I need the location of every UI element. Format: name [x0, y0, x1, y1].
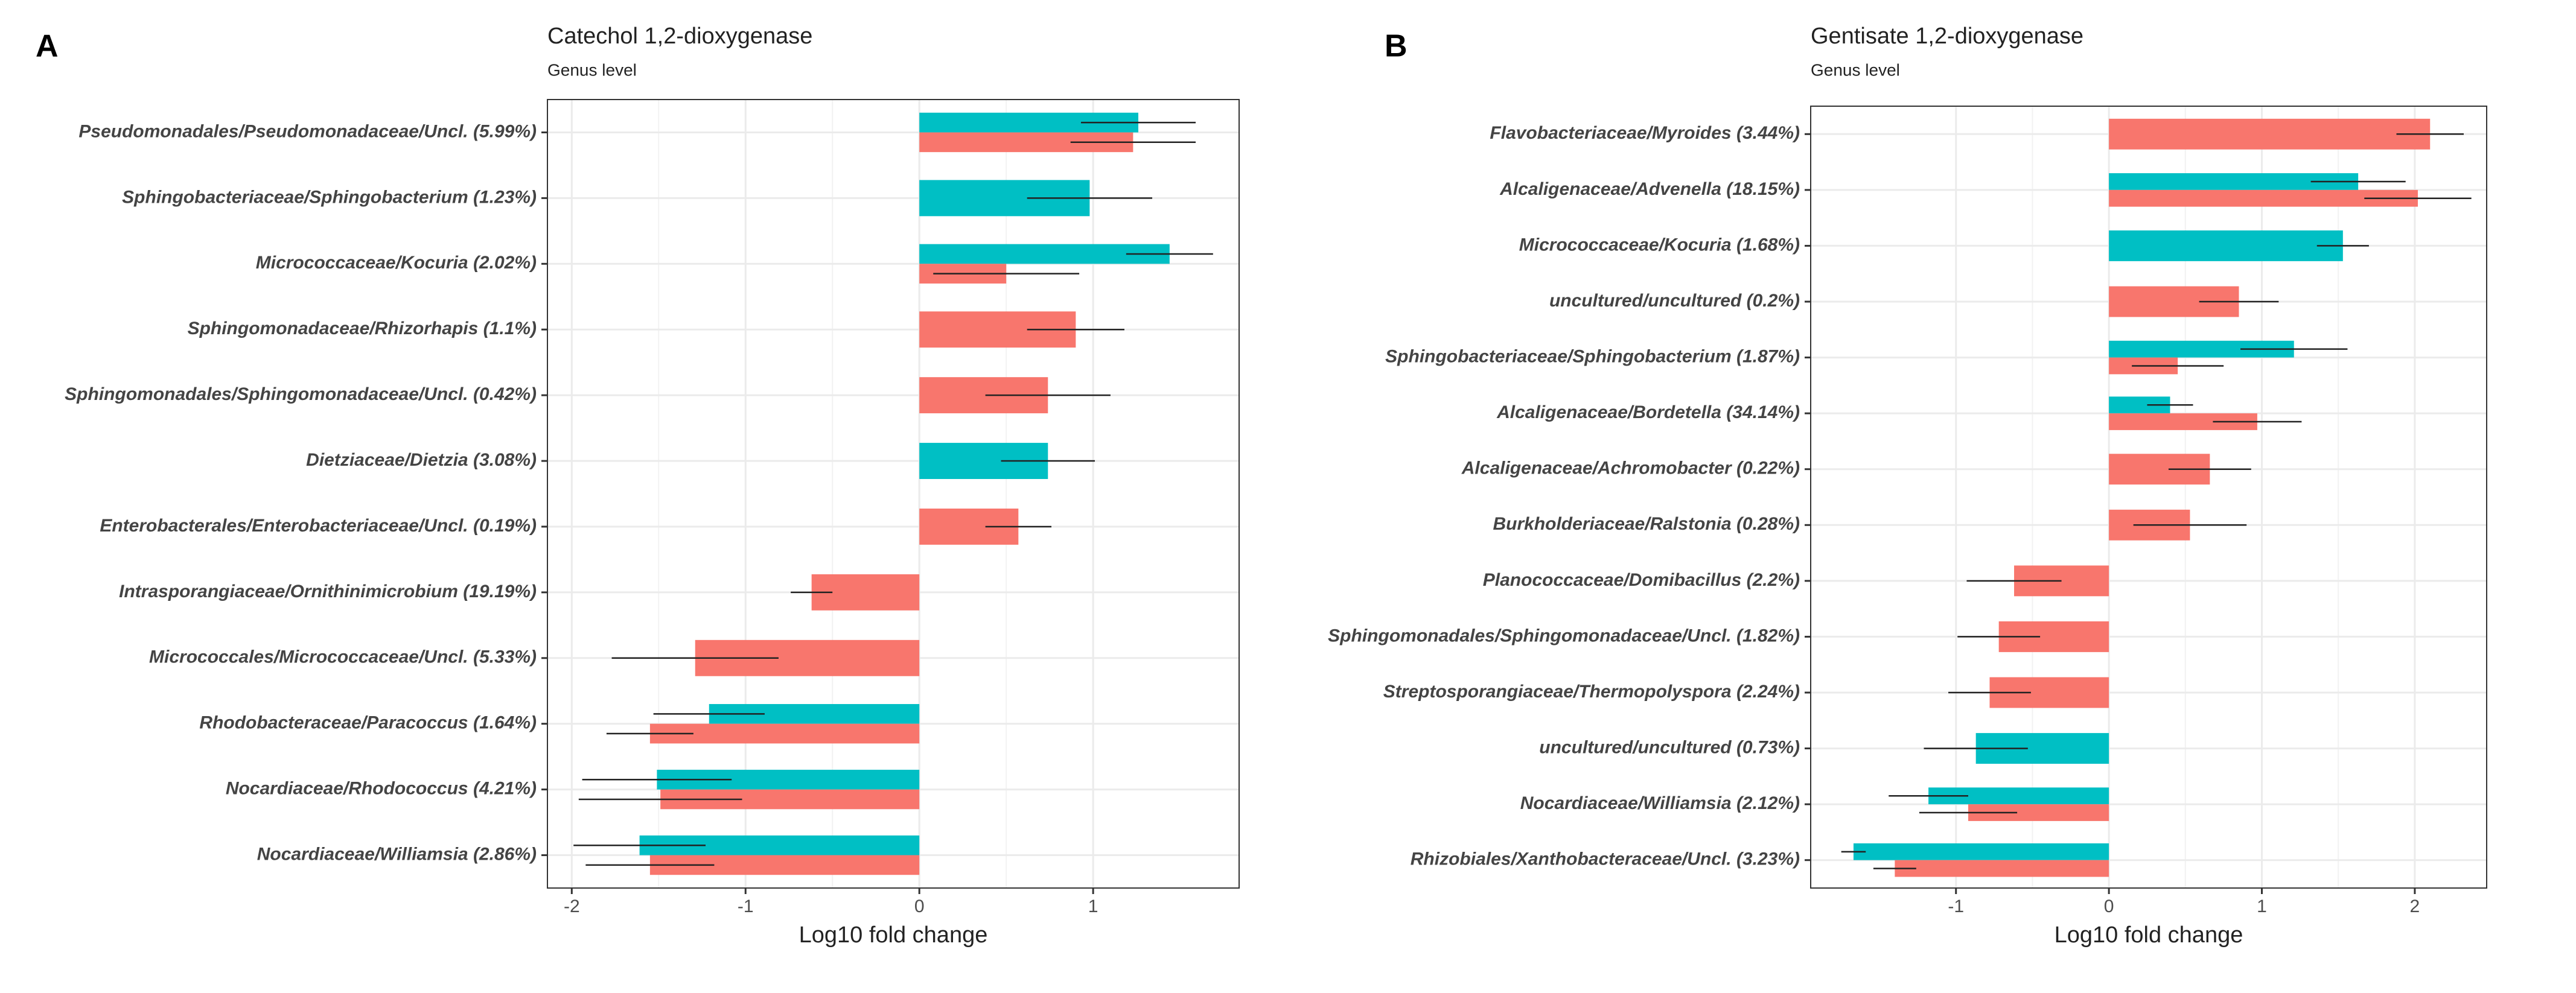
- category-label: Pseudomonadales/Pseudomonadaceae/Uncl. (…: [78, 121, 537, 141]
- category-label: Micrococcales/Micrococcaceae/Uncl. (5.33…: [149, 647, 537, 667]
- category-label: Sphingomonadales/Sphingomonadaceae/Uncl.…: [65, 384, 537, 404]
- category-label: Enterobacterales/Enterobacteriaceae/Uncl…: [100, 516, 537, 536]
- panel-letter: A: [36, 29, 59, 64]
- category-label: Burkholderiaceae/Ralstonia (0.28%): [1493, 514, 1800, 534]
- x-tick-label: 0: [914, 896, 925, 916]
- category-label: Rhodobacteraceae/Paracoccus (1.64%): [199, 713, 537, 733]
- category-label: Nocardiaceae/Williamsia (2.12%): [1520, 793, 1800, 813]
- chart-title: Gentisate 1,2-dioxygenase: [1811, 24, 2083, 49]
- x-tick-label: 2: [2410, 896, 2420, 916]
- bar: [1853, 843, 2109, 860]
- category-label: Sphingobacteriaceae/Sphingobacterium (1.…: [1385, 346, 1800, 366]
- chart-subtitle: Genus level: [547, 60, 637, 79]
- x-axis-label: Log10 fold change: [799, 922, 988, 948]
- category-label: Planococcaceae/Domibacillus (2.2%): [1483, 570, 1800, 590]
- category-label: Rhizobiales/Xanthobacteraceae/Uncl. (3.2…: [1411, 849, 1800, 869]
- category-label: Nocardiaceae/Rhodococcus (4.21%): [226, 779, 537, 799]
- panel-letter: B: [1385, 29, 1408, 64]
- x-tick-label: 1: [1088, 896, 1098, 916]
- category-label: Micrococcaceae/Kocuria (1.68%): [1519, 235, 1800, 255]
- panel-border: [1810, 106, 2487, 889]
- category-label: Dietziaceae/Dietzia (3.08%): [306, 450, 537, 470]
- panel-border: [547, 99, 1240, 889]
- category-label: Alcaligenaceae/Bordetella (34.14%): [1496, 402, 1800, 422]
- category-label: Sphingomonadales/Sphingomonadaceae/Uncl.…: [1328, 626, 1800, 646]
- panel-background: [547, 100, 1239, 888]
- x-tick-label: -1: [1948, 896, 1964, 916]
- category-label: Alcaligenaceae/Achromobacter (0.22%): [1461, 458, 1800, 478]
- category-label: Micrococcaceae/Kocuria (2.02%): [256, 253, 537, 273]
- bar: [2109, 230, 2343, 261]
- category-label: Sphingobacteriaceae/Sphingobacterium (1.…: [122, 187, 537, 207]
- bar: [1895, 860, 2109, 877]
- x-tick-label: 0: [2104, 896, 2114, 916]
- bar: [649, 723, 920, 744]
- category-label: Streptosporangiaceae/Thermopolyspora (2.…: [1383, 682, 1800, 702]
- panel-background: [1811, 106, 2487, 888]
- category-label: uncultured/uncultured (0.73%): [1539, 737, 1800, 757]
- x-tick-label: -1: [738, 896, 754, 916]
- category-label: uncultured/uncultured (0.2%): [1549, 291, 1800, 311]
- x-tick-label: -2: [564, 896, 580, 916]
- x-axis-label: Log10 fold change: [2055, 922, 2243, 948]
- category-label: Nocardiaceae/Williamsia (2.86%): [257, 844, 537, 864]
- chart-subtitle: Genus level: [1811, 60, 1900, 79]
- category-label: Intrasporangiaceae/Ornithinimicrobium (1…: [119, 582, 537, 601]
- x-tick-label: 1: [2257, 896, 2267, 916]
- category-label: Sphingomonadaceae/Rhizorhapis (1.1%): [188, 319, 537, 338]
- category-label: Flavobacteriaceae/Myroides (3.44%): [1490, 123, 1800, 143]
- bar: [2109, 118, 2431, 150]
- category-label: Alcaligenaceae/Advenella (18.15%): [1499, 179, 1800, 199]
- chart-title: Catechol 1,2-dioxygenase: [547, 24, 812, 49]
